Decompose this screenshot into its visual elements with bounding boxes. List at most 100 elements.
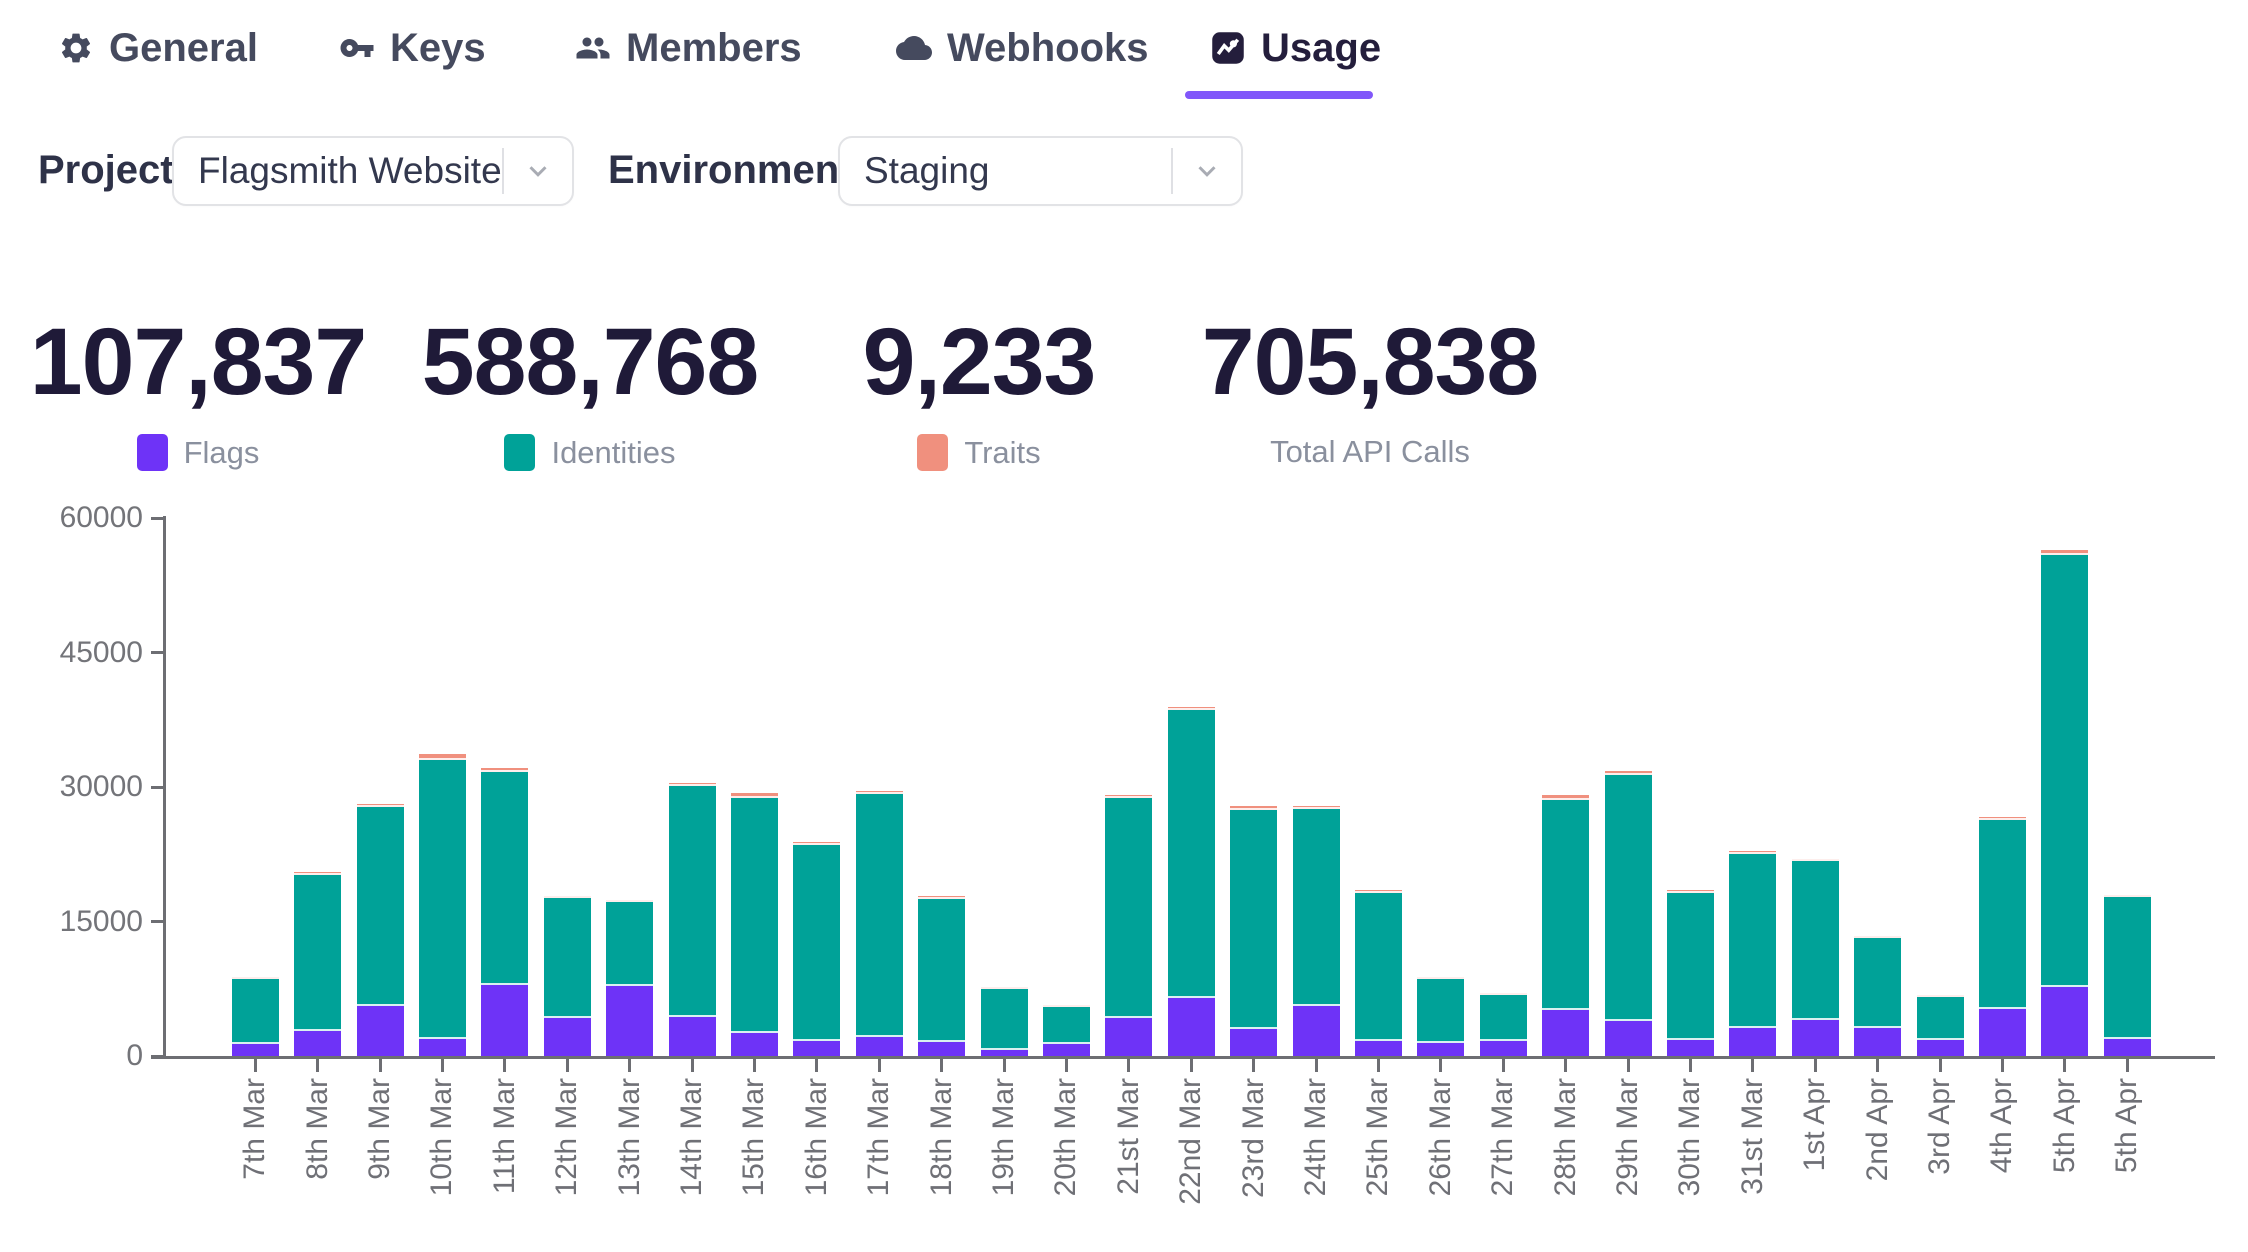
x-axis-tick [815, 1059, 819, 1072]
tab-general[interactable]: General [58, 22, 258, 74]
bar-17th-mar[interactable] [855, 790, 903, 1056]
flags-segment [668, 1017, 716, 1056]
x-axis-tick-label: 24th Mar [1299, 1078, 1332, 1197]
traits-segment [231, 977, 279, 980]
x-axis-tick-label: 11th Mar [487, 1078, 521, 1195]
y-axis-tick [151, 516, 165, 520]
bar-19th-mar[interactable] [980, 987, 1028, 1056]
x-axis-tick-label: 4th Apr [1985, 1078, 2019, 1174]
bar-27th-mar[interactable] [1479, 992, 1527, 1056]
x-axis-tick-label: 20th Mar [1049, 1078, 1083, 1197]
bar-28th-mar[interactable] [1542, 795, 1590, 1056]
identities-segment [918, 899, 966, 1043]
flags-segment [1542, 1010, 1590, 1056]
identities-legend-swatch [504, 434, 536, 471]
bar-25th-mar[interactable] [1354, 890, 1402, 1056]
x-axis-tick [503, 1059, 507, 1072]
tab-keys[interactable]: Keys [339, 22, 486, 74]
bar-15th-mar[interactable] [730, 793, 778, 1056]
bar-23rd-mar[interactable] [1230, 805, 1278, 1056]
y-axis-tick [151, 785, 165, 789]
identities-segment [855, 794, 903, 1038]
tab-webhooks[interactable]: Webhooks [896, 22, 1149, 74]
flags-segment [1479, 1041, 1527, 1056]
project-select-value: Flagsmith Website [198, 150, 502, 191]
bar-2nd-apr[interactable] [1854, 935, 1902, 1056]
bar-10th-mar[interactable] [418, 754, 466, 1056]
bar-24th-mar[interactable] [1292, 805, 1340, 1056]
traits-segment [855, 790, 903, 795]
select-divider [502, 148, 504, 194]
x-axis-tick-label: 30th Mar [1673, 1078, 1707, 1197]
bar-8th-mar[interactable] [294, 871, 342, 1056]
bar-31st-mar[interactable] [1729, 850, 1777, 1056]
flags-segment [730, 1033, 778, 1056]
identities-segment [1542, 799, 1590, 1011]
x-axis-tick [1501, 1059, 1505, 1072]
bar-11th-mar[interactable] [481, 768, 529, 1056]
flags-segment [2103, 1039, 2151, 1056]
bar-9th-mar[interactable] [356, 803, 404, 1056]
tab-members[interactable]: Members [575, 22, 802, 74]
identities-segment [980, 989, 1028, 1050]
traits-segment [1542, 795, 1590, 800]
bar-20th-mar[interactable] [1042, 1004, 1090, 1056]
stat-value: 588,768 [421, 309, 759, 415]
traits-segment [2103, 894, 2151, 897]
traits-segment [730, 793, 778, 799]
traits-segment [1479, 992, 1527, 995]
environment-select[interactable]: Staging [838, 136, 1243, 206]
bar-5th-apr[interactable] [2103, 894, 2151, 1056]
bar-13th-mar[interactable] [606, 899, 654, 1056]
bar-16th-mar[interactable] [793, 841, 841, 1056]
tab-usage[interactable]: Usage [1210, 22, 1381, 74]
x-axis-tick [253, 1059, 257, 1072]
identities-segment [1791, 861, 1839, 1020]
flags-segment [1167, 998, 1215, 1056]
bar-3rd-apr[interactable] [1916, 994, 1964, 1056]
x-axis-tick [877, 1059, 881, 1072]
identities-segment [356, 806, 404, 1006]
x-axis-tick [1439, 1059, 1443, 1072]
x-axis-tick [1002, 1059, 1006, 1072]
flags-segment [231, 1043, 279, 1056]
identities-segment [543, 897, 591, 1018]
y-axis-tick-label: 30000 [59, 770, 143, 803]
x-axis-tick [1189, 1059, 1193, 1072]
project-select[interactable]: Flagsmith Website [172, 136, 574, 206]
bar-18th-mar[interactable] [918, 895, 966, 1056]
x-axis-tick [2000, 1059, 2004, 1072]
bar-4th-apr[interactable] [1978, 816, 2026, 1056]
stat-value: 9,233 [862, 309, 1097, 415]
identities-segment [1417, 979, 1465, 1044]
x-axis-tick-label: 21st Mar [1111, 1078, 1145, 1195]
x-axis-tick-label: 5th Apr [2110, 1078, 2144, 1174]
y-axis-tick-label: 45000 [59, 635, 143, 669]
bar-7th-mar[interactable] [231, 977, 279, 1056]
x-axis-tick [1376, 1059, 1380, 1072]
bar-14th-mar[interactable] [668, 783, 716, 1056]
x-axis-tick-label: 13th Mar [612, 1078, 646, 1197]
bar-30th-mar[interactable] [1666, 889, 1714, 1056]
bar-12th-mar[interactable] [543, 895, 591, 1056]
x-axis-tick-label: 2nd Apr [1860, 1078, 1894, 1182]
x-axis-tick [1127, 1059, 1131, 1072]
bar-26th-mar[interactable] [1417, 977, 1465, 1056]
environment-select-value: Staging [864, 150, 990, 191]
traits-segment [1354, 890, 1402, 894]
identities-segment [1729, 854, 1777, 1028]
identities-segment [1604, 775, 1652, 1021]
flags-segment [1105, 1018, 1153, 1056]
bar-22nd-mar[interactable] [1167, 706, 1215, 1056]
bar-21st-mar[interactable] [1105, 795, 1153, 1056]
bar-1st-apr[interactable] [1791, 858, 1839, 1056]
bar-5th-apr[interactable] [2041, 550, 2089, 1056]
identities-segment [1978, 820, 2026, 1010]
project-label: Project [38, 148, 174, 192]
bar-29th-mar[interactable] [1604, 770, 1652, 1056]
y-axis-tick-label: 15000 [59, 904, 143, 938]
y-axis-tick-label: 60000 [59, 501, 143, 534]
traits-segment [606, 899, 654, 902]
flags-segment [481, 985, 529, 1056]
traits-segment [543, 895, 591, 898]
